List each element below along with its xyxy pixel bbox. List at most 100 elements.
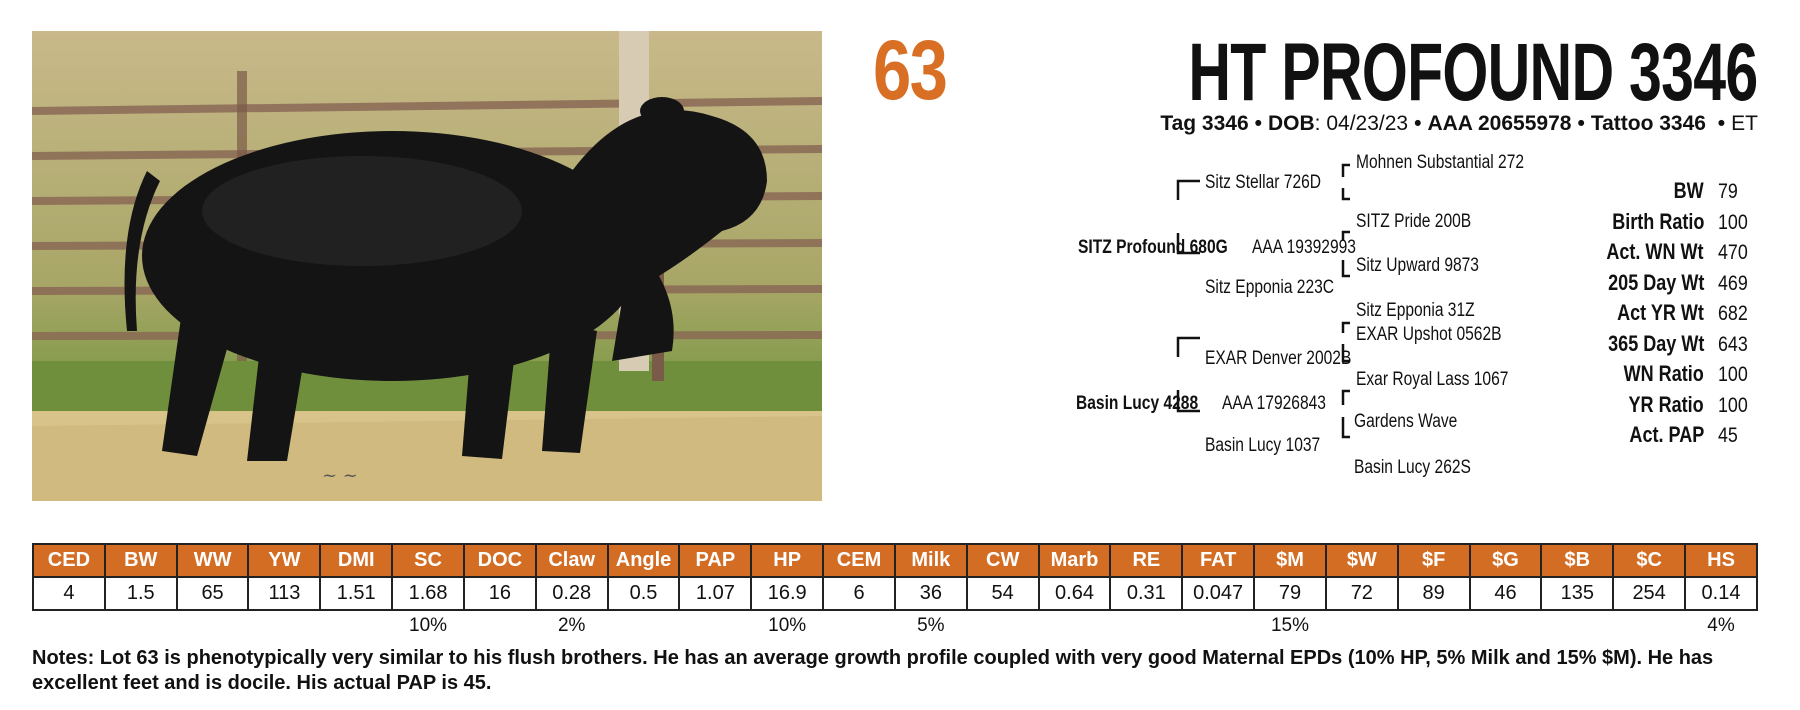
epd-percentile (33, 610, 105, 641)
epd-percentile (1039, 610, 1111, 641)
pedigree: Mohnen Substantial 272 Sitz Stellar 726D… (1060, 152, 1560, 495)
epd-header: HS (1684, 543, 1758, 577)
epd-percentile (1182, 610, 1254, 641)
epd-header: $C (1612, 543, 1687, 577)
pedigree-sire: SITZ Profound 680G (1078, 237, 1228, 258)
performance-row: 365 Day Wt 643 (1585, 331, 1758, 362)
photographer-signature: ~ ~ (322, 465, 358, 486)
epd-header: HP (750, 543, 825, 577)
epd-percentile (1398, 610, 1470, 641)
epd-percentile (320, 610, 392, 641)
epd-percentile (1470, 610, 1542, 641)
epd-value: 0.64 (1037, 576, 1112, 611)
epd-header: $M (1253, 543, 1327, 577)
epd-value: 79 (1253, 576, 1327, 611)
epd-value: 1.68 (391, 576, 465, 611)
registration-number: AAA 20655978 (1427, 112, 1572, 135)
epd-percentile: 2% (557, 615, 586, 636)
epd-header: FAT (1181, 543, 1256, 577)
epd-header: $G (1468, 543, 1543, 577)
epd-percentile (1110, 610, 1182, 641)
animal-name: HT PROFOUND 3346 (1188, 27, 1759, 118)
performance-row: Act. PAP 45 (1585, 422, 1758, 453)
dob-label: DOB (1268, 112, 1315, 135)
performance-value: 100 (1718, 210, 1748, 234)
epd-value: 16 (462, 576, 537, 611)
epd-percentile: 10% (409, 615, 448, 636)
epd-value-row: 4 1.5 65 113 1.51 1.68 16 0.28 0.5 1.07 16.9 6 36 54 0… (32, 576, 1758, 611)
performance-value: 100 (1718, 393, 1748, 417)
epd-percentile (1613, 610, 1685, 641)
performance-value: 469 (1718, 271, 1748, 295)
epd-value: 72 (1324, 576, 1399, 611)
epd-value: 135 (1540, 576, 1615, 611)
epd-value: 113 (247, 576, 322, 611)
performance-data: BW 79 Birth Ratio 100 Act. WN Wt 470 205 Day W… (1585, 178, 1758, 453)
epd-header: DOC (462, 543, 537, 577)
performance-row: 205 Day Wt 469 (1585, 270, 1758, 301)
epd-value: 0.14 (1684, 576, 1758, 611)
performance-value: 682 (1718, 302, 1748, 325)
pedigree-dam: Basin Lucy 4288 (1076, 393, 1199, 414)
epd-header: WW (175, 543, 250, 577)
pedigree-sire-sire: Sitz Stellar 726D (1205, 172, 1322, 193)
epd-percentile (177, 610, 249, 641)
epd-value: 4 (32, 576, 106, 611)
pedigree-sire-dam: Sitz Epponia 223C (1205, 277, 1335, 298)
performance-row: YR Ratio 100 (1585, 392, 1758, 423)
performance-label: 205 Day Wt (1607, 269, 1704, 295)
performance-value: 79 (1718, 180, 1738, 203)
epd-header: CEM (822, 543, 896, 577)
performance-row: WN Ratio 100 (1585, 361, 1758, 392)
pedigree-dam-sire-dam: Exar Royal Lass 1067 (1356, 369, 1509, 390)
epd-value: 0.047 (1181, 576, 1256, 611)
epd-value: 46 (1468, 576, 1543, 611)
epd-percentile (248, 610, 320, 641)
epd-percentile-row: 10% 2% 10% 5% 15% 4% (33, 610, 1757, 641)
epd-header: Marb (1037, 543, 1112, 577)
epd-percentile (967, 610, 1039, 641)
tattoo: Tattoo 3346 (1590, 112, 1706, 135)
epd-value: 0.31 (1109, 576, 1184, 611)
epd-percentile: 4% (1707, 615, 1735, 636)
performance-value: 45 (1718, 424, 1738, 447)
epd-percentile (679, 610, 751, 641)
epd-header: CED (32, 543, 106, 577)
epd-header: Claw (534, 543, 609, 577)
performance-row: Act. WN Wt 470 (1585, 239, 1758, 270)
epd-value: 54 (965, 576, 1040, 611)
epd-value: 6 (822, 576, 896, 611)
performance-row: Act YR Wt 682 (1585, 300, 1758, 331)
performance-row: BW 79 (1585, 178, 1758, 209)
performance-label: BW (1673, 178, 1704, 203)
pedigree-dam-sire-sire: EXAR Upshot 0562B (1356, 324, 1502, 345)
pedigree-dam-reg: AAA 17926843 (1222, 393, 1326, 414)
performance-row: Birth Ratio 100 (1585, 209, 1758, 240)
epd-header: SC (391, 543, 465, 577)
epd-value: 1.5 (103, 576, 178, 611)
tag-number: Tag 3346 (1160, 112, 1249, 135)
pedigree-dam-dam: Basin Lucy 1037 (1205, 435, 1321, 456)
epd-value: 254 (1612, 576, 1687, 611)
et-flag: ET (1731, 112, 1758, 135)
epd-header: $F (1396, 543, 1471, 577)
epd-header: DMI (319, 543, 394, 577)
pedigree-lines (1176, 163, 1350, 439)
epd-header: RE (1109, 543, 1184, 577)
epd-header: PAP (678, 543, 753, 577)
performance-label: WN Ratio (1623, 361, 1704, 386)
animal-id-line: Tag 3346 • DOB: 04/23/23 • AAA 20655978 • Tatt… (1160, 112, 1758, 135)
epd-percentile: 15% (1270, 615, 1309, 636)
pedigree-sire-sire-sire: Mohnen Substantial 272 (1356, 152, 1525, 173)
epd-value: 16.9 (750, 576, 825, 611)
epd-header: YW (247, 543, 322, 577)
performance-label: Act YR Wt (1617, 300, 1704, 325)
epd-value: 0.5 (606, 576, 681, 611)
performance-label: 365 Day Wt (1607, 330, 1704, 356)
pedigree-sire-sire-dam: SITZ Pride 200B (1356, 211, 1472, 232)
epd-value: 36 (893, 576, 968, 611)
dob-value: : 04/23/23 (1314, 112, 1409, 135)
pedigree-dam-dam-dam: Basin Lucy 262S (1354, 457, 1471, 478)
epd-header: Angle (606, 543, 681, 577)
performance-value: 643 (1718, 332, 1748, 356)
